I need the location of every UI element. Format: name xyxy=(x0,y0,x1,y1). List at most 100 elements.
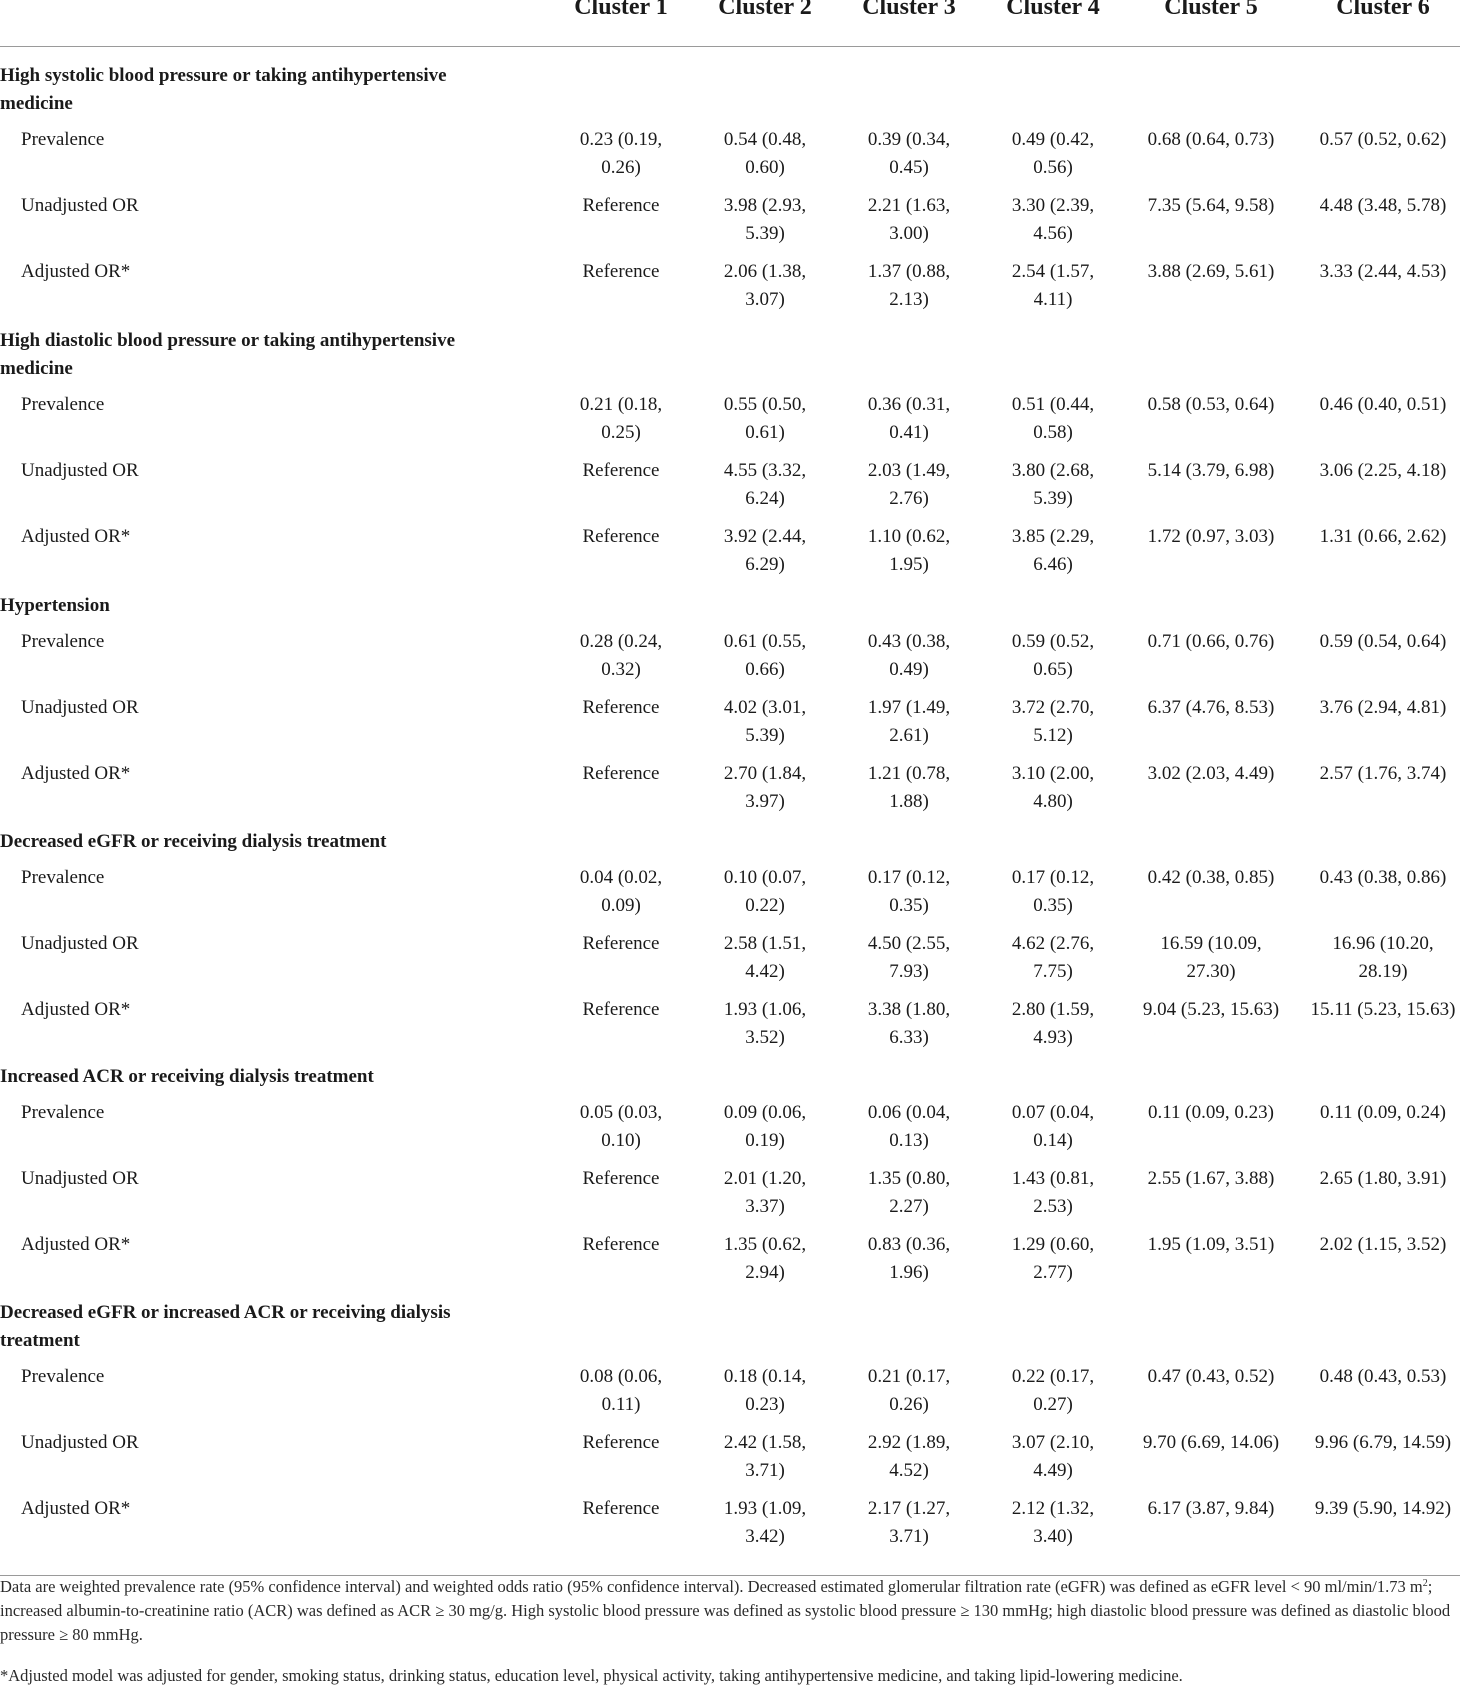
table-cell: 2.80 (1.59, 4.93) xyxy=(1011,999,1095,1048)
table-cell: 1.93 (1.06, 3.52) xyxy=(723,999,807,1048)
table-cell: Reference xyxy=(582,460,660,481)
table-cell: 3.10 (2.00, 4.80) xyxy=(1011,763,1095,812)
section-title: Hypertension xyxy=(0,595,110,616)
table-cell: 0.55 (0.50, 0.61) xyxy=(723,394,807,443)
row-label: Prevalence xyxy=(21,631,105,652)
table-cell: 2.03 (1.49, 2.76) xyxy=(867,460,951,509)
footer-divider xyxy=(0,1575,1460,1576)
table-cell: 3.88 (2.69, 5.61) xyxy=(1147,261,1275,282)
table-cell: 3.02 (2.03, 4.49) xyxy=(1147,763,1275,784)
table-cell: 1.29 (0.60, 2.77) xyxy=(1011,1234,1095,1283)
table-cell: 2.70 (1.84, 3.97) xyxy=(723,763,807,812)
table-header: Cluster 1 Cluster 2 Cluster 3 Cluster 4 … xyxy=(0,0,1460,47)
table-cell: 6.37 (4.76, 8.53) xyxy=(1147,697,1275,718)
table-cell: Reference xyxy=(582,526,660,547)
table-cell: 9.04 (5.23, 15.63) xyxy=(1142,999,1280,1020)
column-header-cluster-6: Cluster 6 xyxy=(1336,0,1430,20)
table-cell: 0.47 (0.43, 0.52) xyxy=(1147,1366,1275,1387)
table-cell: Reference xyxy=(582,1432,660,1453)
table-cell: 3.72 (2.70, 5.12) xyxy=(1011,697,1095,746)
table-cell: 16.96 (10.20, 28.19) xyxy=(1332,933,1434,982)
table-cell: 1.35 (0.62, 2.94) xyxy=(723,1234,807,1283)
column-header-cluster-3: Cluster 3 xyxy=(862,0,956,20)
table-cell: 1.31 (0.66, 2.62) xyxy=(1319,526,1447,547)
table-cell: 3.92 (2.44, 6.29) xyxy=(723,526,807,575)
table-cell: 3.38 (1.80, 6.33) xyxy=(867,999,951,1048)
table-cell: 1.72 (0.97, 3.03) xyxy=(1147,526,1275,547)
table-cell: 1.35 (0.80, 2.27) xyxy=(867,1168,951,1217)
table-cell: 0.21 (0.18, 0.25) xyxy=(579,394,663,443)
table-cell: Reference xyxy=(582,261,660,282)
table-cell: 2.54 (1.57, 4.11) xyxy=(1011,261,1095,310)
table-cell: 0.42 (0.38, 0.85) xyxy=(1147,867,1275,888)
row-label: Unadjusted OR xyxy=(21,1168,139,1189)
table-cell: 0.05 (0.03, 0.10) xyxy=(579,1102,663,1151)
table-cell: Reference xyxy=(582,1234,660,1255)
table-cell: 1.10 (0.62, 1.95) xyxy=(867,526,951,575)
row-label: Adjusted OR* xyxy=(21,763,131,784)
table-cell: 0.43 (0.38, 0.86) xyxy=(1319,867,1447,888)
table-cell: 16.59 (10.09, 27.30) xyxy=(1160,933,1262,982)
table-cell: 0.17 (0.12, 0.35) xyxy=(1011,867,1095,916)
table-cell: 9.70 (6.69, 14.06) xyxy=(1142,1432,1280,1453)
row-label: Adjusted OR* xyxy=(21,261,131,282)
row-label: Prevalence xyxy=(21,1366,105,1387)
table-cell: 0.83 (0.36, 1.96) xyxy=(867,1234,951,1283)
row-label: Adjusted OR* xyxy=(21,1498,131,1519)
table-cell: 0.11 (0.09, 0.24) xyxy=(1320,1102,1446,1123)
row-label: Unadjusted OR xyxy=(21,460,139,481)
table-cell: 2.65 (1.80, 3.91) xyxy=(1319,1168,1447,1189)
table-cell: Reference xyxy=(582,933,660,954)
table-cell: 3.07 (2.10, 4.49) xyxy=(1011,1432,1095,1481)
table-cell: 2.12 (1.32, 3.40) xyxy=(1011,1498,1095,1547)
table-cell: 0.46 (0.40, 0.51) xyxy=(1319,394,1447,415)
table-cell: 0.68 (0.64, 0.73) xyxy=(1147,129,1275,150)
row-label: Prevalence xyxy=(21,867,105,888)
section-title: Increased ACR or receiving dialysis trea… xyxy=(0,1066,374,1087)
table-cell: 1.43 (0.81, 2.53) xyxy=(1011,1168,1095,1217)
table-cell: 0.36 (0.31, 0.41) xyxy=(867,394,951,443)
table-cell: 0.23 (0.19, 0.26) xyxy=(579,129,663,178)
table-cell: 0.57 (0.52, 0.62) xyxy=(1319,129,1447,150)
table-cell: 3.80 (2.68, 5.39) xyxy=(1011,460,1095,509)
table-cell: 0.71 (0.66, 0.76) xyxy=(1147,631,1275,652)
table-cell: Reference xyxy=(582,195,660,216)
table-cell: 6.17 (3.87, 9.84) xyxy=(1147,1498,1275,1519)
table-cell: 2.01 (1.20, 3.37) xyxy=(723,1168,807,1217)
table-cell: 2.06 (1.38, 3.07) xyxy=(723,261,807,310)
table-cell: 1.21 (0.78, 1.88) xyxy=(867,763,951,812)
row-label: Adjusted OR* xyxy=(21,1234,131,1255)
table-cell: 2.42 (1.58, 3.71) xyxy=(723,1432,807,1481)
table-cell: 2.57 (1.76, 3.74) xyxy=(1319,763,1447,784)
section-title: Decreased eGFR or increased ACR or recei… xyxy=(0,1302,451,1351)
table-cell: 3.85 (2.29, 6.46) xyxy=(1011,526,1095,575)
table-cell: 0.39 (0.34, 0.45) xyxy=(867,129,951,178)
column-header-cluster-4: Cluster 4 xyxy=(1006,0,1100,20)
table-cell: 2.17 (1.27, 3.71) xyxy=(867,1498,951,1547)
table-cell: 2.92 (1.89, 4.52) xyxy=(867,1432,951,1481)
row-label: Unadjusted OR xyxy=(21,1432,139,1453)
footnote-adjusted-model: *Adjusted model was adjusted for gender,… xyxy=(0,1666,1183,1685)
row-label: Prevalence xyxy=(21,129,105,150)
table-cell: 4.48 (3.48, 5.78) xyxy=(1319,195,1447,216)
section-title: High diastolic blood pressure or taking … xyxy=(0,330,455,379)
table-cell: 0.22 (0.17, 0.27) xyxy=(1011,1366,1095,1415)
table-cell: 4.02 (3.01, 5.39) xyxy=(723,697,807,746)
section-title: High systolic blood pressure or taking a… xyxy=(0,65,447,114)
row-label: Unadjusted OR xyxy=(21,933,139,954)
table-cell: 0.21 (0.17, 0.26) xyxy=(867,1366,951,1415)
row-label: Unadjusted OR xyxy=(21,195,139,216)
table-cell: 1.37 (0.88, 2.13) xyxy=(867,261,951,310)
row-label: Prevalence xyxy=(21,1102,105,1123)
table-cell: 3.30 (2.39, 4.56) xyxy=(1011,195,1095,244)
table-cell: 0.08 (0.06, 0.11) xyxy=(579,1366,663,1415)
table-cell: 7.35 (5.64, 9.58) xyxy=(1147,195,1275,216)
table-cell: 3.06 (2.25, 4.18) xyxy=(1319,460,1447,481)
table-cell: 4.50 (2.55, 7.93) xyxy=(867,933,951,982)
table-cell: 2.02 (1.15, 3.52) xyxy=(1319,1234,1447,1255)
table-cell: 0.07 (0.04, 0.14) xyxy=(1011,1102,1095,1151)
row-label: Unadjusted OR xyxy=(21,697,139,718)
table-cell: 9.96 (6.79, 14.59) xyxy=(1314,1432,1452,1453)
table-cell: 3.76 (2.94, 4.81) xyxy=(1319,697,1447,718)
table-cell: 2.55 (1.67, 3.88) xyxy=(1147,1168,1275,1189)
